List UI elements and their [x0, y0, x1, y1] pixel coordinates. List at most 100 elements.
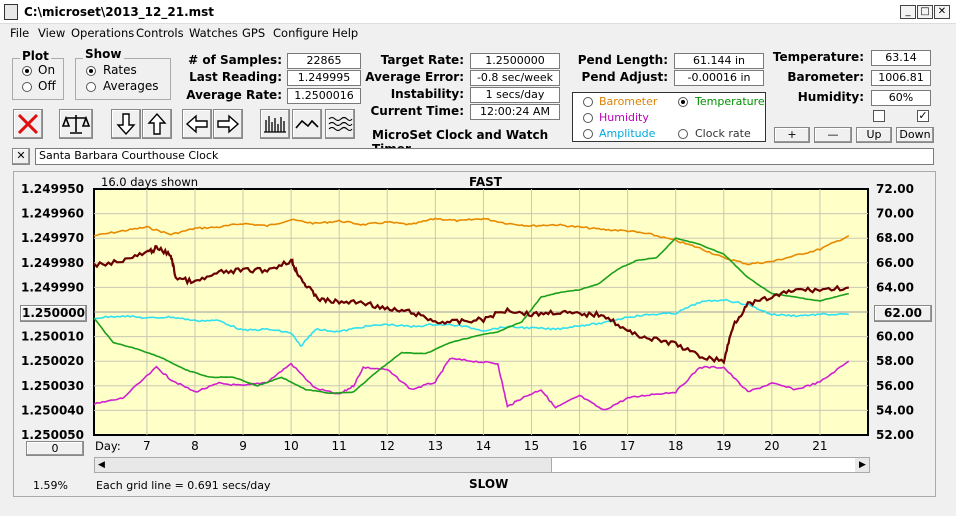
show-rates-radio[interactable]: [86, 66, 96, 76]
show-rates-label: Rates: [103, 63, 137, 77]
x-tick-label: 15: [524, 439, 539, 453]
maximize-button[interactable]: □: [917, 5, 933, 19]
down-button[interactable]: Down: [896, 127, 934, 143]
y-left-tick-label: 1.249960: [21, 207, 84, 221]
temperature-radio[interactable]: [678, 97, 688, 107]
minus-button[interactable]: —: [814, 127, 852, 143]
barometer-radio[interactable]: [583, 97, 593, 107]
instability-value: 1 secs/day: [470, 87, 560, 103]
arrow-left-icon: [185, 114, 208, 134]
pend-length-value[interactable]: 61.144 in: [674, 53, 764, 69]
y-right-tick-label: 64.00: [876, 280, 914, 294]
description-field[interactable]: Santa Barbara Courthouse Clock: [35, 148, 934, 165]
center-rate-button[interactable]: 1.250000: [20, 305, 87, 322]
y-left-tick-label: 1.250030: [21, 379, 84, 393]
left-axis-ticks: 1.249950 1.249960 1.249970 1.249980 1.249990…: [21, 182, 84, 442]
scroll-left-icon[interactable]: ◀: [98, 460, 105, 470]
stop-button[interactable]: [13, 109, 43, 139]
humidity-series-line: [93, 357, 850, 411]
graph-panel: [13, 171, 936, 497]
app-icon[interactable]: [4, 4, 18, 20]
barometer-series-line: [93, 217, 850, 266]
menu-gps[interactable]: GPS: [242, 26, 266, 40]
clear-description-button[interactable]: ✕: [12, 148, 30, 165]
average-error-label: Average Error:: [365, 70, 464, 84]
arrow-down-button[interactable]: [111, 109, 141, 139]
scroll-right-icon[interactable]: ▶: [859, 460, 866, 470]
menu-watches[interactable]: Watches: [189, 26, 238, 40]
current-time-value: 12:00:24 AM: [470, 104, 560, 120]
y-right-tick-label: 72.00: [876, 182, 914, 196]
amplitude-radio[interactable]: [583, 129, 593, 139]
menu-operations[interactable]: Operations: [71, 26, 135, 40]
x-tick-label: 18: [668, 439, 683, 453]
bar-chart-icon: [264, 116, 286, 133]
y-left-tick-label: 1.249970: [21, 231, 84, 245]
window-title: C:\microset\2013_12_21.mst: [24, 5, 215, 19]
target-rate-value[interactable]: 1.2500000: [470, 53, 560, 69]
balance-scale-icon: [61, 115, 91, 134]
balance-button[interactable]: [59, 109, 93, 139]
minimize-button[interactable]: _: [900, 5, 916, 19]
series-lines: [93, 217, 850, 411]
option-checkbox-2[interactable]: ✓: [917, 109, 929, 122]
x-tick-label: 11: [332, 439, 347, 453]
plot-off-label: Off: [38, 79, 56, 93]
x-tick-label: 12: [380, 439, 395, 453]
menu-controls[interactable]: Controls: [136, 26, 184, 40]
samples-label: # of Samples:: [188, 53, 282, 67]
option-checkbox-1[interactable]: [873, 110, 885, 122]
samples-value: 22865: [287, 53, 361, 69]
last-reading-value: 1.249995: [287, 70, 361, 86]
menu-file[interactable]: File: [10, 26, 30, 40]
clock-rate-radio[interactable]: [678, 129, 688, 139]
wave-icon: [328, 116, 353, 132]
arrow-up-button[interactable]: [142, 109, 172, 139]
up-button[interactable]: Up: [856, 127, 892, 143]
plus-button[interactable]: +: [774, 127, 810, 143]
x-tick-label: 17: [620, 439, 635, 453]
line-plot-button[interactable]: [292, 109, 322, 139]
temperature-option-label: Temperature: [695, 95, 765, 108]
day-offset-box[interactable]: 0: [26, 441, 84, 456]
show-averages-radio[interactable]: [86, 82, 96, 92]
close-button[interactable]: ✕: [934, 5, 950, 19]
y-right-tick-label: 58.00: [876, 354, 914, 368]
arrow-down-icon: [116, 113, 136, 136]
arrow-left-button[interactable]: [182, 109, 212, 139]
x-tick-label: 9: [239, 439, 247, 453]
average-rate-label: Average Rate:: [186, 88, 282, 102]
show-averages-label: Averages: [103, 79, 159, 93]
amplitude-option-label: Amplitude: [599, 127, 656, 140]
plot-off-radio[interactable]: [22, 82, 32, 92]
menu-view[interactable]: View: [38, 26, 66, 40]
arrow-up-icon: [147, 112, 167, 135]
bar-plot-button[interactable]: [260, 109, 290, 139]
menu-configure[interactable]: Configure: [273, 26, 329, 40]
y-right-tick-label: 56.00: [876, 379, 914, 393]
sensor-selector: [572, 92, 766, 142]
days-shown-label: 16.0 days shown: [101, 175, 199, 189]
line-chart-icon: [295, 119, 319, 129]
humidity-option-label: Humidity: [599, 111, 649, 124]
rate-series-line: [93, 244, 850, 365]
show-group-title: Show: [83, 47, 124, 61]
right-axis-ticks: 72.00 70.00 68.00 66.00 64.00 60.00 58.00 56.00…: [876, 182, 914, 442]
pend-adjust-value: -0.00016 in: [674, 70, 764, 86]
temperature-series-line: [93, 237, 849, 395]
center-right-button[interactable]: 62.00: [874, 305, 932, 322]
menu-help[interactable]: Help: [332, 26, 359, 40]
x-tick-label: 21: [812, 439, 827, 453]
current-time-label: Current Time:: [370, 104, 464, 118]
scroll-thumb[interactable]: [551, 458, 855, 472]
humidity-radio[interactable]: [583, 113, 593, 123]
menu-bar: File View Operations Controls Watches GP…: [0, 24, 956, 42]
plot-on-radio[interactable]: [22, 66, 32, 76]
arrow-right-button[interactable]: [213, 109, 243, 139]
wave-plot-button[interactable]: [325, 109, 355, 139]
title-bar: C:\microset\2013_12_21.mst _ □ ✕: [0, 0, 956, 24]
y-right-tick-label: 70.00: [876, 207, 914, 221]
x-axis-ticks: 7 8 9 10 11 12 13 14 15 16 17 18 19 20 21: [143, 439, 828, 453]
y-right-tick-label: 66.00: [876, 256, 914, 270]
